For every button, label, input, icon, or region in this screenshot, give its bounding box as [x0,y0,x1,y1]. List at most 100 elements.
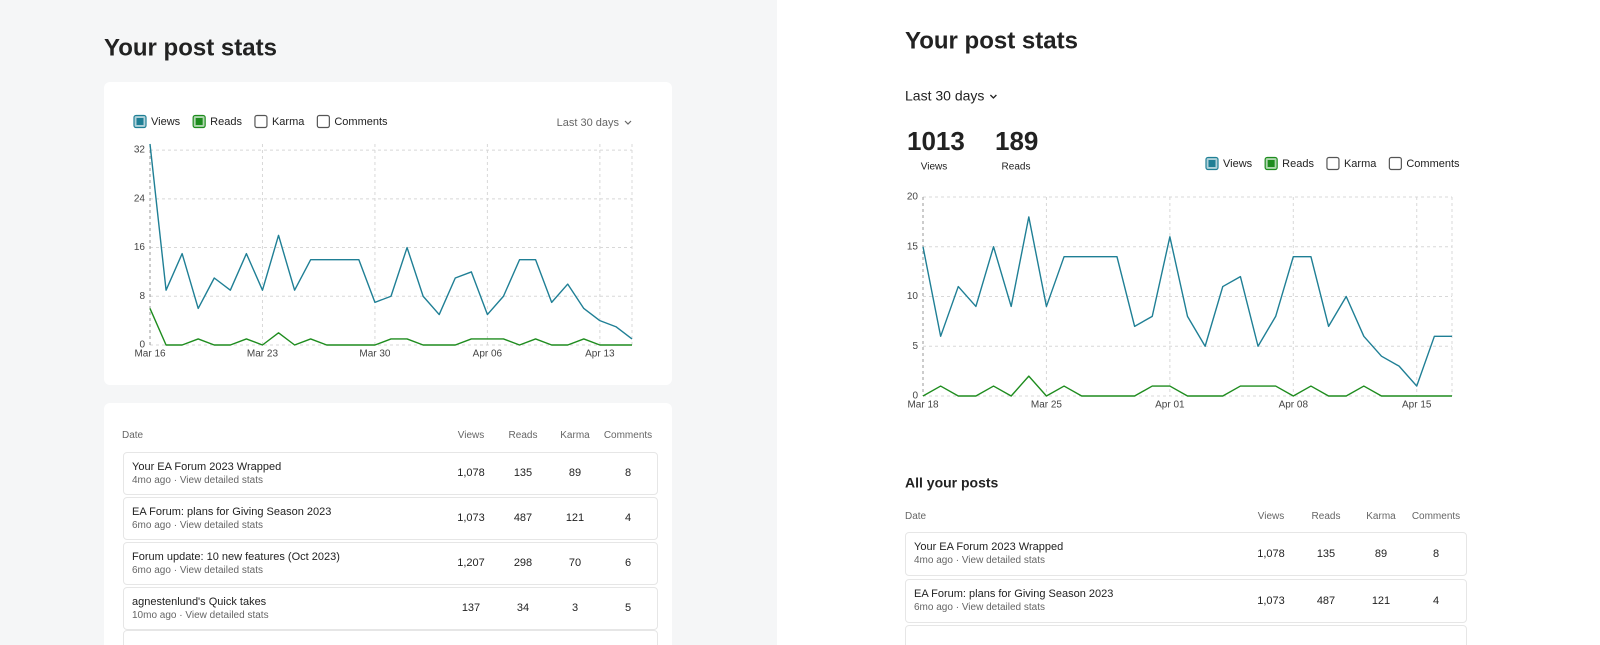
cell: 137 [461,602,481,614]
cell: 121 [565,512,585,524]
post-title[interactable]: Your EA Forum 2023 Wrapped [132,461,282,473]
cell: 34 [516,602,530,614]
column-header: Views [457,430,485,441]
cell: 487 [513,512,533,524]
x-tick-label: Apr 13 [585,349,615,360]
stats-link[interactable]: View detailed stats [961,555,1046,566]
x-tick-label: Mar 16 [134,349,166,360]
post-title[interactable]: agnestenlund's Quick takes [132,596,267,608]
cell: 1,078 [1257,547,1285,560]
post-meta: 10mo ago · View detailed stats [132,611,269,621]
chevron [624,120,632,125]
x-tick-label: Mar 25 [1031,400,1063,411]
column-header: Karma [560,430,590,441]
cell: 70 [568,557,582,569]
post-meta: 4mo ago · View detailed stats [914,556,1045,566]
cell: 1,207 [457,557,485,569]
cell: 298 [513,557,533,569]
post-title[interactable]: Forum update: 10 new features (Oct 2023) [132,551,340,563]
x-tick-label: Mar 30 [359,349,391,360]
legend-label[interactable]: Reads [1282,158,1314,170]
cell: 4 [624,512,632,524]
stats-link[interactable]: View detailed stats [179,520,264,531]
table-row [123,587,658,630]
post-meta: 6mo ago · View detailed stats [914,603,1045,613]
cell: 1,078 [457,467,485,479]
cell: 121 [1371,594,1391,607]
y-tick-label: 0 [139,340,145,351]
post-meta: 4mo ago · View detailed stats [132,476,263,486]
post-age: 4mo ago [132,475,171,486]
cell: 6 [624,557,632,569]
post-title[interactable]: EA Forum: plans for Giving Season 2023 [132,506,332,518]
legend-label[interactable]: Views [151,116,181,128]
cell: 3 [571,602,579,614]
legend-label[interactable]: Karma [1344,158,1377,170]
y-tick-label: 15 [907,241,919,252]
post-title[interactable]: EA Forum: plans for Giving Season 2023 [914,588,1114,600]
y-tick-label: 10 [907,291,919,302]
total-value: 189 [995,126,1038,156]
y-tick-label: 32 [134,145,146,156]
cell: 135 [1316,547,1336,560]
column-header: Views [1257,511,1285,522]
legend-label[interactable]: Comments [334,116,388,128]
legend-label[interactable]: Comments [1406,158,1460,170]
separator: · [952,555,962,566]
cell: 8 [1432,547,1440,560]
series-line [922,216,1452,387]
post-meta: 6mo ago · View detailed stats [132,566,263,576]
table-row [123,452,658,495]
legend-checkbox[interactable] [1326,156,1340,171]
table-row [905,532,1467,576]
cell: 1,073 [457,512,485,524]
separator: · [170,520,180,531]
series-line [922,375,1452,397]
cell: 8 [624,467,632,479]
legend-label[interactable]: Views [1223,158,1253,170]
stats-link[interactable]: View detailed stats [179,565,264,576]
column-header: Reads [1311,511,1341,522]
table-row [905,625,1467,645]
cell: 487 [1316,594,1336,607]
stats-link[interactable]: View detailed stats [185,610,269,621]
table-row [123,497,658,540]
cell: 4 [1432,594,1440,607]
legend-checkbox[interactable] [254,114,268,129]
range-dropdown[interactable]: Last 30 days [557,117,620,129]
legend-checkbox[interactable] [1388,156,1402,171]
chevron [989,94,997,99]
y-tick-label: 8 [139,291,145,302]
cell: 5 [624,602,632,614]
y-tick-label: 5 [912,341,918,352]
table-row [123,630,658,645]
legend-label[interactable]: Reads [210,116,242,128]
column-header: Comments [603,430,653,441]
post-age: 4mo ago [914,555,953,566]
post-title[interactable]: Your EA Forum 2023 Wrapped [914,541,1064,553]
legend-label[interactable]: Karma [272,116,305,128]
total-label: Reads [1002,162,1031,173]
table-row [123,542,658,585]
separator: · [176,610,186,621]
x-tick-label: Apr 06 [473,349,503,360]
total-value: 1013 [907,126,965,156]
separator: · [952,602,962,613]
series-line [149,308,632,346]
x-tick-label: Apr 08 [1279,400,1309,411]
x-tick-label: Mar 18 [907,400,939,411]
page-title: Your post stats [104,34,277,61]
y-tick-label: 16 [134,242,146,253]
cell: 89 [1374,547,1388,560]
post-age: 6mo ago [914,602,953,613]
range-dropdown[interactable]: Last 30 days [905,88,984,104]
legend-checkbox[interactable] [316,114,330,129]
x-tick-label: Apr 15 [1402,400,1432,411]
stats-link[interactable]: View detailed stats [961,602,1046,613]
stats-link[interactable]: View detailed stats [179,475,264,486]
post-meta: 6mo ago · View detailed stats [132,521,263,531]
y-tick-label: 24 [134,193,146,204]
series-line [149,143,633,340]
legend-checkbox-fill [136,118,144,125]
